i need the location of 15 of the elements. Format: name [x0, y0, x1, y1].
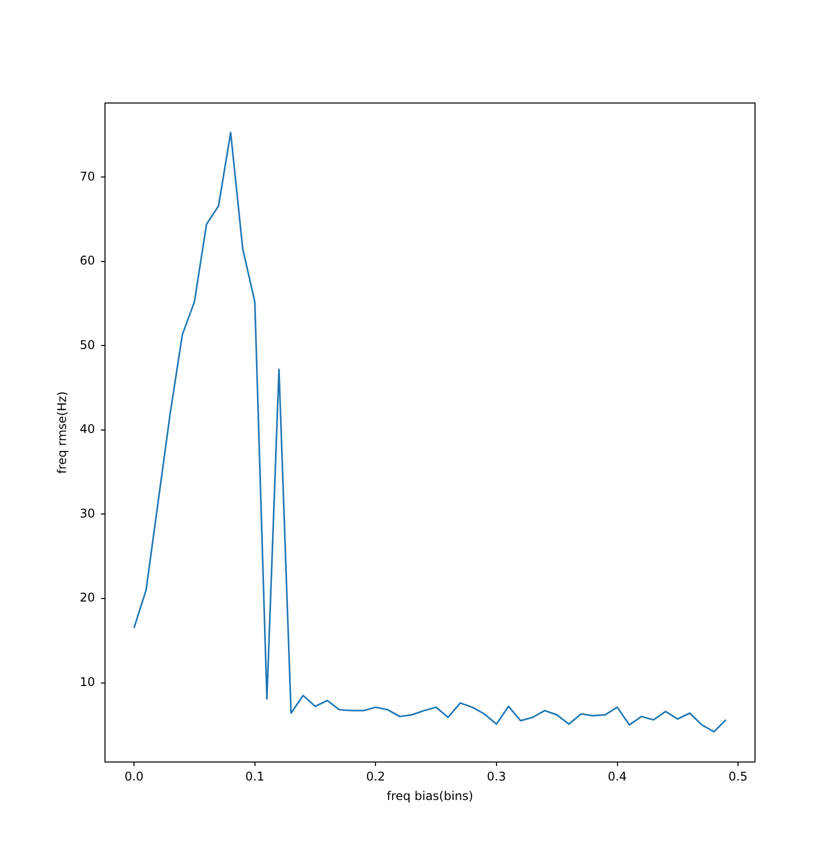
x-axis-title: freq bias(bins): [386, 789, 474, 804]
y-tick-label: 30: [80, 506, 95, 520]
x-tick-label: 0.4: [608, 769, 627, 784]
y-tick-label: 60: [80, 254, 95, 268]
y-tick-label: 10: [80, 674, 95, 689]
y-tick-label: 20: [80, 590, 95, 605]
y-tick-label: 40: [80, 422, 95, 436]
x-tick-label: 0.2: [366, 769, 386, 784]
x-tick-label: 0.0: [124, 769, 144, 784]
x-tick-label: 0.3: [486, 769, 506, 784]
x-tick-label: 0.1: [245, 769, 264, 784]
x-tick-label: 0.5: [728, 769, 748, 784]
y-tick-label: 50: [80, 338, 95, 352]
y-tick-label: 70: [80, 169, 95, 184]
y-axis-title: freq rmse(Hz): [55, 391, 70, 474]
